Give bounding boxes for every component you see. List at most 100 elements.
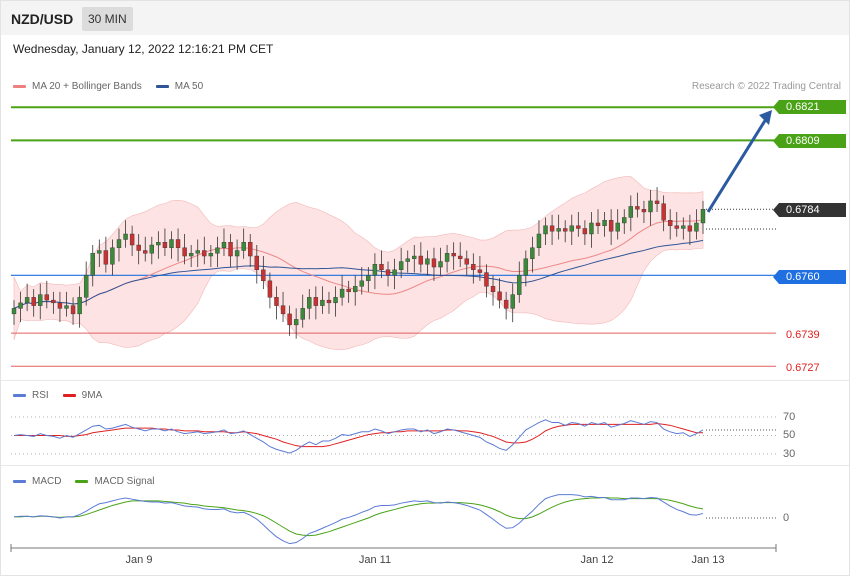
candle-body	[333, 297, 338, 304]
candle-body	[110, 247, 115, 265]
candle-body	[608, 220, 614, 232]
candle-body	[149, 244, 155, 254]
candle-body	[31, 297, 36, 306]
candle-body	[438, 261, 443, 268]
candle-body	[405, 258, 410, 262]
candle-body	[339, 288, 345, 298]
candle-body	[215, 247, 220, 254]
candle-body	[280, 305, 286, 315]
candle-body	[517, 275, 522, 295]
candle-body	[162, 242, 168, 248]
candle-body	[156, 242, 161, 246]
candle-body	[234, 250, 240, 257]
x-label-jan13: Jan 13	[691, 554, 725, 566]
candle-body	[510, 294, 515, 309]
candle-body	[208, 253, 214, 257]
candle-body	[24, 297, 30, 304]
candle-body	[320, 299, 325, 306]
candle-body	[175, 239, 181, 248]
candle-body	[425, 258, 430, 265]
candle-body	[261, 269, 266, 282]
candle-body	[38, 294, 43, 306]
candle-body	[543, 225, 548, 235]
panel-divider-macd	[1, 465, 849, 466]
macd-line	[13, 494, 704, 545]
projection-arrow-shaft	[706, 118, 768, 213]
candle-body	[372, 264, 378, 276]
legend-label-ma20: MA 20 + Bollinger Bands	[32, 81, 142, 92]
candle-body	[83, 275, 89, 298]
main-legend: MA 20 + Bollinger Bands MA 50	[13, 81, 203, 92]
candle-body	[582, 228, 588, 235]
candle-body	[503, 299, 509, 309]
candle-body	[563, 228, 568, 232]
macd-level-0: 0	[783, 512, 790, 524]
candle-body	[471, 264, 476, 271]
price-tag-r1: 0.6809	[773, 134, 846, 148]
panel-divider-rsi	[1, 380, 849, 381]
legend-swatch-macd	[13, 480, 26, 483]
candle-body	[11, 308, 17, 315]
candle-body	[287, 313, 292, 326]
macd-legend: MACD MACD Signal	[13, 476, 154, 487]
rsi-legend: RSI 9MA	[13, 390, 102, 401]
candle-body	[628, 206, 634, 218]
legend-swatch-rsi	[13, 394, 26, 397]
candle-body	[418, 255, 424, 265]
x-label-jan11: Jan 11	[358, 554, 392, 566]
legend-swatch-rsi-ma	[62, 394, 76, 397]
candle-body	[648, 200, 653, 213]
candle-body	[674, 225, 679, 229]
ma50-line	[13, 239, 704, 309]
legend-label-rsi: RSI	[32, 390, 49, 401]
candle-body	[694, 222, 699, 232]
candle-body	[523, 258, 529, 276]
candle-body	[182, 247, 187, 257]
candle-body	[412, 255, 417, 259]
price-tag-r2: 0.6821	[773, 100, 846, 114]
candle-body	[51, 299, 56, 304]
candle-body	[116, 239, 122, 248]
chart-header: NZD/USD 30 MIN	[1, 1, 849, 35]
candle-body	[569, 225, 574, 232]
candle-body	[398, 261, 404, 271]
candle-body	[700, 208, 706, 224]
candle-body	[123, 233, 128, 240]
candle-body	[353, 286, 358, 293]
legend-label-rsi-ma: 9MA	[81, 390, 103, 401]
bollinger-band	[13, 176, 704, 350]
candle-body	[267, 280, 273, 298]
candle-body	[293, 319, 299, 326]
candle-body	[366, 275, 371, 282]
candle-body	[622, 217, 627, 224]
candle-body	[70, 305, 76, 315]
legend-swatch-ma50	[155, 85, 169, 88]
candle-body	[188, 253, 194, 257]
x-label-jan12: Jan 12	[580, 554, 614, 566]
candle-body	[530, 247, 535, 259]
candle-body	[464, 258, 469, 265]
candle-body	[687, 225, 693, 232]
candle-body	[300, 308, 305, 320]
candle-body	[313, 297, 319, 306]
rsi-level-30: 30	[783, 448, 796, 460]
candle-body	[129, 233, 135, 246]
candle-body	[136, 244, 141, 251]
candle-body	[576, 225, 581, 229]
candle-body	[18, 302, 23, 309]
legend-swatch-ma20	[13, 85, 26, 88]
legend-swatch-macd-signal	[75, 480, 89, 483]
candle-body	[248, 242, 253, 257]
rsi-level-70: 70	[783, 411, 796, 423]
candle-body	[228, 242, 233, 257]
timeframe-badge[interactable]: 30 MIN	[82, 7, 133, 31]
legend-label-macd-signal: MACD Signal	[94, 476, 155, 487]
legend-label-macd: MACD	[32, 476, 62, 487]
candle-body	[346, 288, 351, 293]
candle-body	[254, 255, 259, 271]
candle-body	[97, 250, 102, 254]
candle-body	[451, 253, 456, 257]
price-tag-pivot: 0.6760	[773, 270, 846, 284]
candle-body	[241, 242, 246, 251]
